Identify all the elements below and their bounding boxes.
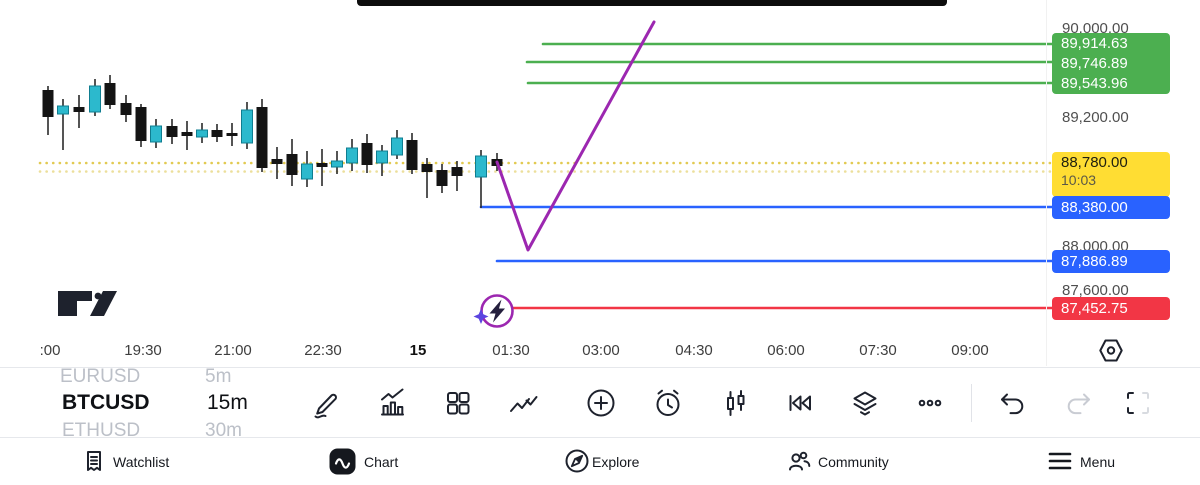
- time-label: :00: [39, 342, 61, 359]
- chart-wave-icon: [329, 448, 356, 475]
- add-alert-button[interactable]: [579, 381, 623, 425]
- draw-button[interactable]: [305, 381, 349, 425]
- axis-separator: [0, 367, 1200, 368]
- axis-price-label: 90,000.00: [1062, 20, 1129, 37]
- alarm-icon: [656, 389, 680, 416]
- axis-price-label: 87,600.00: [1062, 282, 1129, 299]
- fullscreen-icon: [1127, 392, 1149, 414]
- price-scale-border: [1046, 0, 1047, 366]
- nav-label-explore: Explore: [592, 454, 640, 470]
- green-level-price: 89,543.96: [1061, 75, 1128, 93]
- indicators-icon: [381, 388, 404, 416]
- more-icon: [918, 399, 942, 407]
- nav-label-watchlist: Watchlist: [113, 454, 170, 470]
- patterns-button[interactable]: [501, 381, 545, 425]
- chart-canvas[interactable]: [0, 0, 1200, 366]
- axis-price-label: 89,200.00: [1062, 109, 1129, 126]
- hexagon-settings-icon[interactable]: [1096, 337, 1126, 364]
- people-icon: [789, 451, 811, 471]
- green-level-price: 89,914.63: [1061, 34, 1128, 52]
- undo-button[interactable]: [991, 381, 1035, 425]
- blue-level-label-upper[interactable]: 88,380.00: [1052, 196, 1170, 219]
- time-label: 06:00: [767, 342, 805, 359]
- flash-marker-icon[interactable]: [473, 294, 514, 328]
- time-label: 01:30: [492, 342, 530, 359]
- green-level-price: 89,746.89: [1061, 54, 1128, 72]
- rewind-icon: [789, 395, 811, 411]
- layout-grid-button[interactable]: [436, 381, 480, 425]
- time-label: 03:00: [582, 342, 620, 359]
- pencil-icon: [314, 393, 337, 419]
- picker-interval-next[interactable]: 30m: [205, 420, 242, 441]
- chart-type-button[interactable]: [713, 381, 757, 425]
- picker-interval-prev[interactable]: 5m: [205, 366, 232, 387]
- time-label: 04:30: [675, 342, 713, 359]
- watchlist-icon: [87, 451, 101, 471]
- red-level-label[interactable]: 87,452.75: [1052, 297, 1170, 320]
- hamburger-icon: [1048, 452, 1072, 470]
- bottom-nav: Watchlist Chart Explore Commu: [0, 437, 1200, 485]
- time-label: 19:30: [124, 342, 162, 359]
- undo-icon: [1001, 393, 1024, 415]
- time-label: 21:00: [214, 342, 252, 359]
- bar-countdown: 10:03: [1061, 172, 1097, 188]
- picker-symbol-next[interactable]: ETHUSD: [62, 420, 141, 441]
- compass-icon: [565, 449, 589, 473]
- time-label: 09:00: [951, 342, 989, 359]
- patterns-icon: [510, 396, 538, 412]
- object-tree-button[interactable]: [843, 381, 887, 425]
- blue-level-label-lower[interactable]: 87,886.89: [1052, 250, 1170, 273]
- alerts-button[interactable]: [646, 381, 690, 425]
- current-price-value: 88,780.00: [1061, 154, 1128, 171]
- nav-label-menu: Menu: [1080, 454, 1116, 470]
- plus-circle-icon: [587, 389, 615, 417]
- nav-label-chart: Chart: [364, 454, 399, 470]
- green-levels-label[interactable]: 89,914.63 89,746.89 89,543.96: [1052, 33, 1170, 94]
- nav-label-community: Community: [818, 454, 889, 470]
- time-label-date: 15: [409, 342, 427, 359]
- time-label: 07:30: [859, 342, 897, 359]
- grid-layout-icon: [447, 392, 470, 415]
- picker-symbol-active[interactable]: BTCUSD: [62, 391, 150, 414]
- candles-icon: [727, 390, 745, 416]
- go-to-start-button[interactable]: [777, 381, 821, 425]
- indicators-button[interactable]: [371, 381, 415, 425]
- toolbar-divider: [971, 384, 972, 422]
- layers-icon: [853, 391, 877, 416]
- redo-icon: [1067, 393, 1090, 415]
- picker-interval-active[interactable]: 15m: [207, 391, 248, 414]
- picker-symbol-prev[interactable]: EURUSD: [60, 366, 141, 387]
- time-label: 22:30: [304, 342, 342, 359]
- fullscreen-button[interactable]: [1116, 381, 1160, 425]
- more-button[interactable]: [908, 381, 952, 425]
- redo-button[interactable]: [1056, 381, 1100, 425]
- current-price-label[interactable]: 88,780.00 10:03: [1052, 152, 1170, 197]
- tradingview-logo: [58, 291, 117, 316]
- status-notch: [357, 0, 947, 6]
